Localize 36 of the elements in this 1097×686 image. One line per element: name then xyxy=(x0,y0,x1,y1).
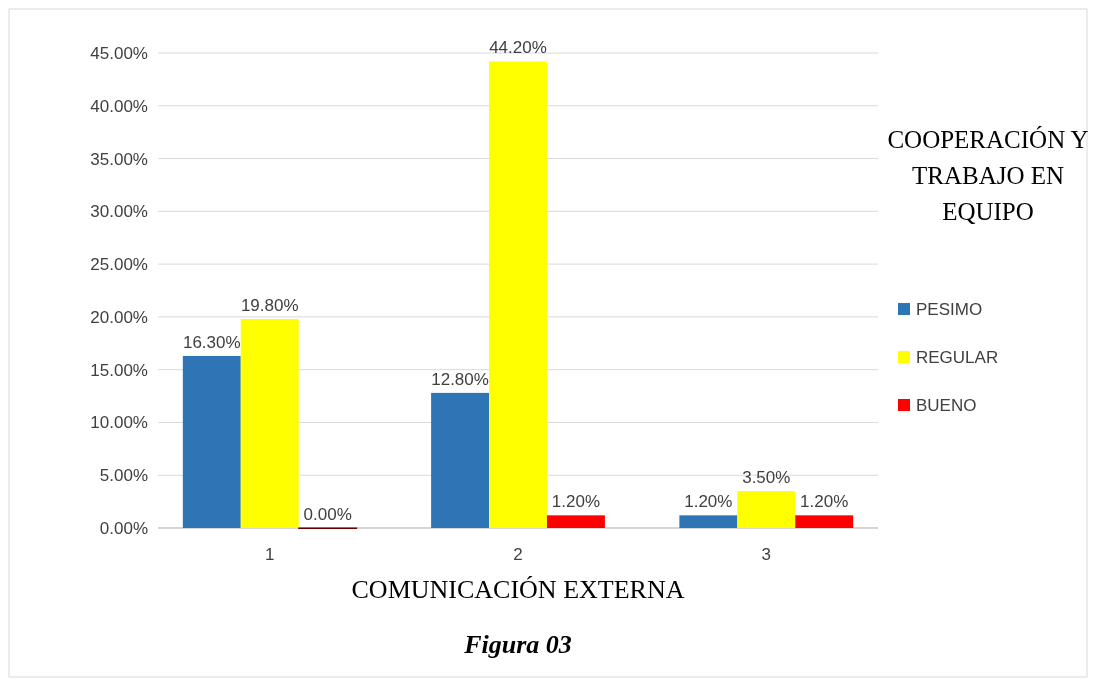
data-label: 1.20% xyxy=(684,492,733,512)
x-tick-label: 2 xyxy=(513,545,523,564)
bar xyxy=(679,515,738,528)
legend-title: COOPERACIÓN Y TRABAJO EN EQUIPO xyxy=(887,126,1089,225)
y-tick-label: 20.00% xyxy=(90,307,148,327)
y-tick-label: 0.00% xyxy=(99,518,148,538)
data-label: 1.20% xyxy=(551,492,601,512)
bar xyxy=(546,515,605,528)
data-label: 44.20% xyxy=(489,38,547,58)
data-label: 1.20% xyxy=(800,492,849,512)
data-label: 0.00% xyxy=(303,505,352,524)
x-axis-title: COMUNICACIÓN EXTERNA xyxy=(351,575,685,604)
bar xyxy=(489,61,547,528)
bar xyxy=(240,319,299,528)
bar xyxy=(431,392,490,528)
data-label: 16.30% xyxy=(182,332,241,352)
y-tick-label: 45.00% xyxy=(90,43,148,63)
data-label: 19.80% xyxy=(240,296,299,315)
data-label: 3.50% xyxy=(742,468,791,488)
y-tick-label: 40.00% xyxy=(90,96,148,116)
x-tick-label: 1 xyxy=(264,545,275,564)
data-label: 12.80% xyxy=(431,369,489,389)
y-tick-label: 35.00% xyxy=(90,149,148,169)
bar xyxy=(737,491,796,528)
bar xyxy=(182,355,241,528)
legend-label: BUENO xyxy=(916,395,977,415)
legend-label: REGULAR xyxy=(916,347,999,367)
y-tick-label: 30.00% xyxy=(90,202,148,222)
y-tick-label: 5.00% xyxy=(99,466,148,486)
y-tick-label: 15.00% xyxy=(90,360,148,380)
legend-label: PESIMO xyxy=(916,299,983,319)
text: Figura 03 xyxy=(463,630,572,659)
y-tick-label: 10.00% xyxy=(90,413,148,433)
bar xyxy=(795,515,854,528)
y-tick-label: 25.00% xyxy=(90,255,148,275)
x-tick-label: 3 xyxy=(761,545,772,564)
